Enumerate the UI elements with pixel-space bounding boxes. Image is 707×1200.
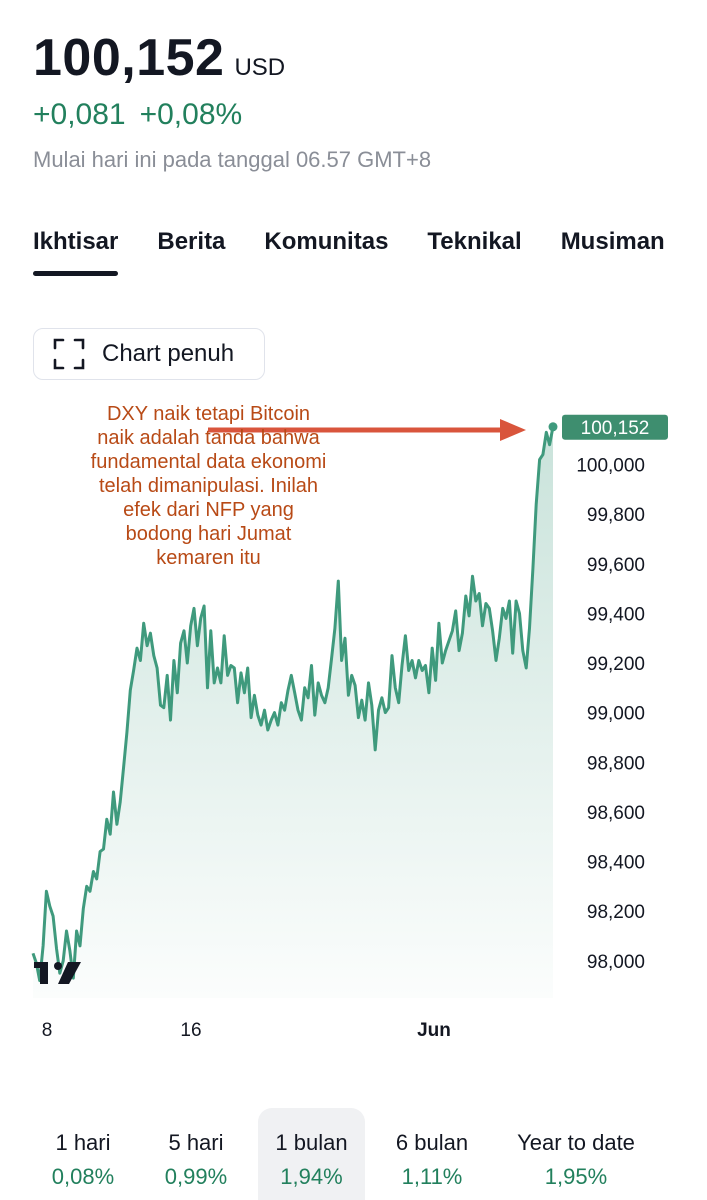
- range-6-months[interactable]: 6 bulan 1,11%: [380, 1108, 484, 1200]
- y-tick-label: 98,400: [587, 853, 645, 874]
- y-tick-label: 99,000: [587, 704, 645, 725]
- annotation-line: telah dimanipulasi. Inilah: [98, 475, 319, 497]
- range-label: 1 bulan: [275, 1130, 348, 1155]
- range-label: 6 bulan: [395, 1130, 469, 1155]
- range-label: 1 hari: [55, 1130, 111, 1155]
- annotation-text: DXY naik tetapi Bitcoin naik adalah tand…: [0, 402, 417, 570]
- tab-musiman[interactable]: Musiman: [560, 228, 665, 255]
- currency-label: USD: [234, 54, 286, 81]
- range-year-to-date[interactable]: Year to date 1,95%: [504, 1108, 648, 1200]
- range-1-day[interactable]: 1 hari 0,08%: [33, 1108, 133, 1200]
- y-tick-label: 99,800: [587, 505, 645, 526]
- tab-komunitas[interactable]: Komunitas: [264, 228, 389, 255]
- y-tick-label: 99,600: [587, 555, 645, 576]
- annotation-line: fundamental data ekonomi: [90, 451, 327, 473]
- expand-icon: [52, 337, 86, 371]
- range-5-days[interactable]: 5 hari 0,99%: [146, 1108, 246, 1200]
- time-range-selector: 1 hari 0,08% 5 hari 0,99% 1 bulan 1,94% …: [0, 1108, 707, 1200]
- price-change: +0,081 +0,08%: [33, 98, 242, 132]
- range-change: 1,11%: [401, 1164, 463, 1189]
- annotation-line: efek dari NFP yang: [123, 499, 294, 521]
- tab-ikhtisar[interactable]: Ikhtisar: [33, 228, 119, 276]
- range-change: 1,94%: [280, 1164, 343, 1189]
- change-percent: +0,08%: [139, 98, 243, 131]
- x-tick-label: 8: [42, 1020, 53, 1041]
- session-note: Mulai hari ini pada tanggal 06.57 GMT+8: [33, 147, 432, 172]
- full-chart-label: Chart penuh: [102, 340, 235, 367]
- y-tick-label: 98,600: [587, 803, 645, 824]
- annotation-line: kemaren itu: [156, 547, 261, 569]
- current-price: 100,152: [33, 29, 225, 87]
- range-1-month[interactable]: 1 bulan 1,94%: [258, 1108, 365, 1200]
- annotation-line: naik adalah tanda bahwa: [97, 427, 320, 449]
- y-tick-label: 98,800: [587, 753, 645, 774]
- y-tick-label: 98,000: [587, 952, 645, 973]
- range-change: 0,99%: [164, 1164, 228, 1189]
- annotation-arrow: [208, 419, 526, 441]
- tab-berita[interactable]: Berita: [157, 228, 226, 255]
- y-tick-label: 100,000: [576, 456, 645, 477]
- tradingview-logo-icon: [34, 962, 81, 984]
- tab-teknikal[interactable]: Teknikal: [427, 228, 522, 255]
- annotation-line: bodong hari Jumat: [125, 523, 292, 545]
- range-label: 5 hari: [168, 1130, 224, 1155]
- price-area-fill: [33, 426, 553, 998]
- range-change: 1,95%: [544, 1164, 608, 1189]
- tab-bar: Ikhtisar Berita Komunitas Teknikal Musim…: [33, 228, 665, 276]
- y-tick-label: 99,400: [587, 604, 645, 625]
- price-chart[interactable]: 98,000 98,200 98,400 98,600 98,800 99,000 99,2…: [0, 390, 707, 1050]
- range-change: 0,08%: [51, 1164, 115, 1189]
- x-tick-label: Jun: [417, 1020, 451, 1041]
- y-tick-label: 99,200: [587, 654, 645, 675]
- price-line: [31, 426, 555, 983]
- y-tick-label: 98,200: [587, 902, 645, 923]
- last-price-label-text: 100,152: [581, 418, 650, 439]
- change-absolute: +0,081: [33, 98, 126, 131]
- last-price-marker: [548, 422, 558, 432]
- range-label: Year to date: [517, 1130, 635, 1155]
- full-chart-button[interactable]: Chart penuh: [33, 328, 265, 380]
- price-header: 100,152 USD: [33, 28, 285, 88]
- last-price-label: 100,152: [562, 414, 668, 440]
- x-tick-label: 16: [180, 1020, 201, 1041]
- annotation-line: DXY naik tetapi Bitcoin: [106, 403, 311, 425]
